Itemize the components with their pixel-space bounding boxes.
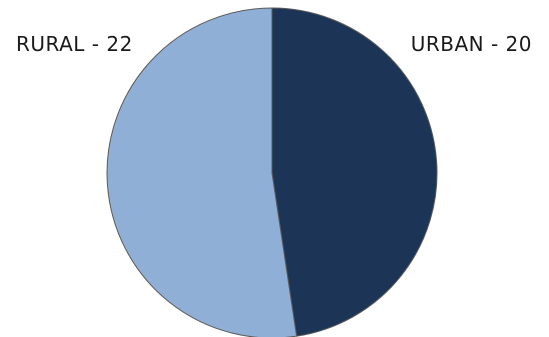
pie-slice-rural: [106, 7, 298, 337]
pie-slices: [106, 7, 438, 337]
slice-label-urban: URBAN - 20: [411, 32, 532, 56]
slice-label-rural: RURAL - 22: [16, 32, 133, 56]
pie-slice-urban: [271, 7, 438, 337]
